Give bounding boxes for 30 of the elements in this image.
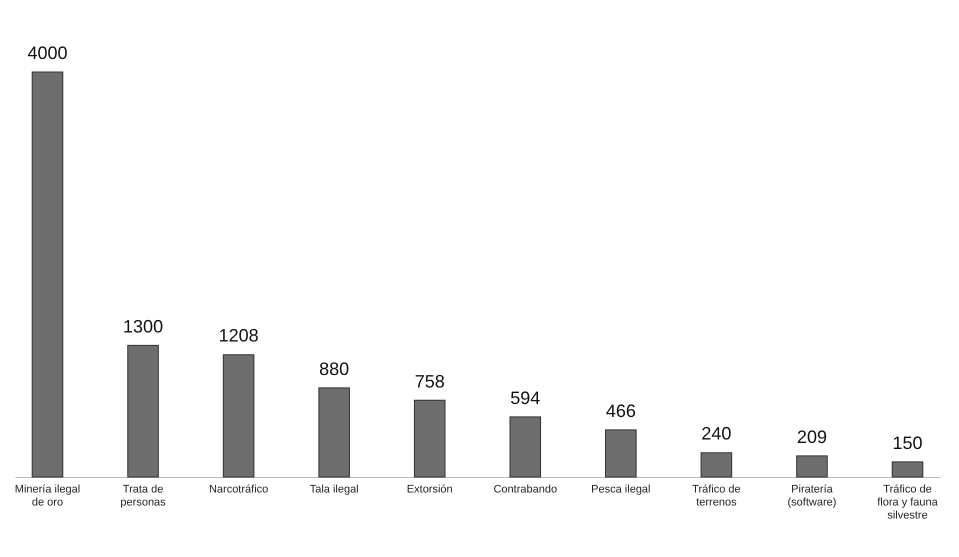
bar — [414, 400, 446, 478]
data-label: 758 — [414, 371, 445, 392]
x-tick-label: Pesca ilegal — [591, 484, 650, 496]
x-tick-label: Tráfico de flora y fauna silvestre — [877, 484, 939, 522]
x-tick-label: Narcotráfico — [208, 484, 268, 496]
data-label: 466 — [606, 400, 636, 421]
data-label: 4000 — [27, 43, 68, 63]
x-tick-label: Minería ilegal de oro — [14, 484, 80, 508]
data-label: 880 — [319, 358, 350, 379]
bar — [892, 461, 924, 478]
data-label: 594 — [510, 388, 540, 408]
bar — [509, 416, 542, 478]
x-tick-label: Trata de personas — [120, 484, 166, 508]
data-label: 150 — [892, 432, 923, 453]
bar — [127, 344, 159, 478]
x-tick-label: Tala ilegal — [310, 484, 359, 496]
data-label: 1300 — [123, 316, 164, 336]
x-tick-label: Tráfico de terrenos — [692, 484, 741, 508]
bar — [318, 387, 350, 478]
bar — [605, 429, 637, 478]
data-label: 240 — [701, 424, 732, 444]
data-label: 1208 — [218, 326, 259, 346]
bar — [32, 72, 64, 478]
x-tick-label: Piratería (software) — [788, 484, 836, 508]
bar — [700, 452, 732, 478]
x-tick-label: Extorsión — [406, 484, 453, 496]
bar — [796, 455, 828, 478]
x-tick-label: Contrabando — [493, 484, 558, 496]
bar — [222, 354, 254, 478]
data-label: 209 — [796, 426, 827, 447]
